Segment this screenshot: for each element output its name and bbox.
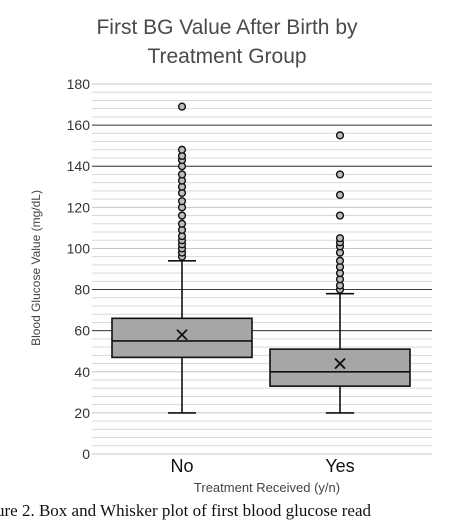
outlier-point <box>335 211 345 220</box>
outlier-point <box>177 102 187 111</box>
figure-caption: ure 2. Box and Whisker plot of first blo… <box>0 501 372 520</box>
y-axis-label: Blood Glucose Value (mg/dL) <box>29 190 43 346</box>
box-plots <box>111 102 411 414</box>
box-plot-no <box>111 102 253 414</box>
outlier-point <box>177 219 187 228</box>
outlier-point <box>177 211 187 220</box>
y-tick-label: 140 <box>67 158 91 174</box>
y-tick-label: 20 <box>74 405 90 421</box>
y-tick-label: 60 <box>74 323 90 339</box>
x-category-label: No <box>170 456 193 476</box>
mean-marker <box>176 329 188 341</box>
gridlines <box>92 83 432 455</box>
y-tick-labels: 0 20 40 60 80 100 120 140 160 180 <box>67 76 91 462</box>
iqr-box <box>269 348 411 387</box>
x-category-label: Yes <box>325 456 354 476</box>
chart-title-line1: First BG Value After Birth by <box>96 16 358 39</box>
y-tick-label: 100 <box>67 240 91 256</box>
outlier-point <box>335 256 345 265</box>
y-tick-label: 80 <box>74 282 90 298</box>
outlier-point <box>335 170 345 179</box>
outlier-point <box>177 197 187 206</box>
box-plot-yes <box>269 131 411 414</box>
chart-title-line2: Treatment Group <box>147 45 306 68</box>
outlier-point <box>335 234 345 243</box>
outlier-point <box>335 131 345 140</box>
iqr-box <box>111 317 253 359</box>
y-tick-label: 0 <box>82 446 90 462</box>
y-tick-label: 40 <box>74 364 90 380</box>
y-tick-label: 120 <box>67 199 91 215</box>
outlier-point <box>177 145 187 154</box>
y-tick-label: 160 <box>67 117 91 133</box>
x-axis-label: Treatment Received (y/n) <box>194 480 340 495</box>
x-category-labels: No Yes <box>170 456 354 476</box>
y-tick-label: 180 <box>67 76 91 92</box>
outlier-point <box>335 190 345 200</box>
outlier-point <box>177 170 187 179</box>
mean-marker <box>334 357 346 370</box>
